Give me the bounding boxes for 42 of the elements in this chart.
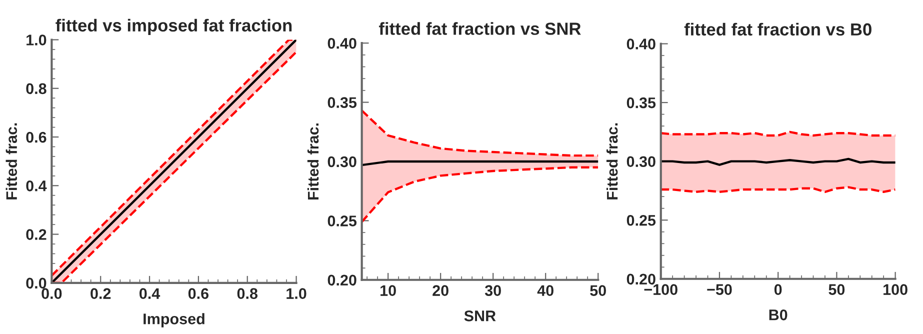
x-tick-label: 50 [828, 284, 845, 295]
y-tick-label: 1.0 [26, 34, 46, 46]
y-tick-label: 0.40 [626, 38, 656, 50]
x-tick-label: 40 [537, 285, 554, 296]
y-tick-label: 0.30 [328, 156, 356, 168]
y-axis-title: Fitted frac. [307, 123, 319, 200]
y-tick-label: 0.8 [26, 83, 46, 94]
x-tick-label: 50 [590, 285, 606, 296]
y-tick-label: 0.35 [328, 97, 357, 108]
y-tick-label: 0.20 [328, 274, 356, 286]
x-tick-label: 20 [432, 285, 448, 296]
y-tick-label: 0.25 [328, 216, 357, 226]
y-axis-title: Fitted frac. [6, 123, 18, 200]
y-tick-label: 0.35 [626, 97, 656, 108]
x-tick-label: −50 [707, 284, 732, 295]
x-tick-label: 10 [380, 285, 396, 296]
x-tick-label: 100 [884, 284, 908, 295]
x-axis-title: SNR [464, 310, 496, 322]
y-axis-title: Fitted frac. [606, 123, 618, 200]
y-tick-label: 0.2 [26, 229, 46, 240]
x-tick-label: 30 [484, 285, 501, 296]
x-tick-label: 0.0 [42, 288, 62, 299]
x-tick-label: −100 [644, 284, 678, 295]
chart-title: fitted vs imposed fat fraction [56, 18, 292, 36]
chart-title: fitted fat fraction vs B0 [684, 22, 872, 36]
x-tick-label: 1.0 [286, 288, 306, 299]
x-tick-label: 0 [774, 284, 782, 295]
x-tick-label: 0.4 [140, 288, 160, 299]
y-tick-label: 0.25 [626, 214, 656, 226]
line-series [362, 109, 598, 157]
chart-title: fitted fat fraction vs SNR [378, 22, 581, 35]
y-tick-label: 0.4 [26, 180, 47, 192]
y-tick-label: 0.40 [328, 38, 356, 49]
x-tick-label: 0.2 [90, 288, 111, 299]
x-axis-title: Imposed [144, 313, 204, 328]
y-tick-label: 0.6 [26, 132, 46, 143]
y-tick-label: 0.30 [626, 156, 656, 168]
y-tick-label: 0.20 [626, 274, 656, 285]
x-tick-label: 0.6 [188, 288, 209, 299]
line-series [362, 166, 598, 223]
x-axis-title: B0 [769, 310, 788, 320]
x-tick-label: 0.8 [237, 288, 258, 299]
